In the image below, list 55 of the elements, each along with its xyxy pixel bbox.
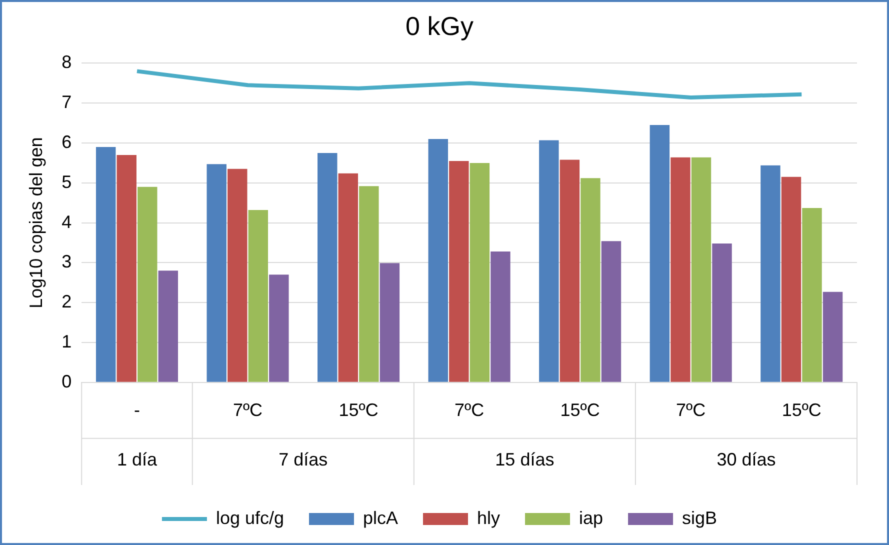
text: 1 día: [116, 449, 158, 470]
bar: [380, 263, 400, 382]
bar: [470, 162, 490, 382]
bar: [359, 186, 379, 382]
bar: [691, 157, 712, 382]
text: 15 días: [495, 449, 554, 470]
bar: [539, 140, 559, 382]
bar: [96, 146, 116, 382]
y-tick-label: 8: [62, 52, 72, 72]
bar: [248, 210, 268, 382]
x-tick-label: -: [134, 400, 140, 420]
y-tick-label: 5: [62, 172, 72, 192]
x-tick-label: 15ºC: [338, 400, 378, 420]
y-tick-label: 4: [62, 212, 72, 232]
bar: [781, 176, 802, 382]
legend-label: plcA: [362, 508, 398, 528]
bar: [449, 160, 469, 382]
y-tick-label: 1: [62, 331, 72, 352]
bar: [338, 173, 358, 382]
bar: [318, 152, 338, 382]
y-tick-label: 7: [62, 92, 72, 112]
bar: [760, 165, 780, 382]
x-tick-label: 15ºC: [782, 400, 822, 420]
bar: [560, 160, 580, 382]
x-tick-label: 7ºC: [454, 400, 484, 420]
y-axis-title: Log10 copias del gen: [26, 137, 46, 308]
bar: [670, 157, 690, 382]
x-tick-label: 7ºC: [232, 400, 263, 420]
bar: [428, 139, 448, 382]
bar: [802, 208, 822, 382]
bar: [116, 154, 136, 382]
bar: [601, 241, 622, 382]
y-tick-label: 2: [62, 292, 72, 312]
bar: [580, 178, 600, 382]
y-tick-label: 0: [62, 371, 72, 392]
x-tick-label: 7ºC: [676, 400, 706, 420]
bar: [206, 164, 226, 382]
bar: [138, 186, 158, 382]
bar: [490, 252, 510, 382]
chart-title: 0 kGy: [406, 10, 474, 41]
y-tick-label: 6: [62, 132, 72, 152]
bar: [158, 270, 178, 382]
legend-label: sigB: [682, 508, 718, 528]
bar: [650, 125, 670, 382]
legend-label: iap: [579, 508, 604, 528]
bar: [712, 244, 732, 382]
bar: [269, 274, 289, 382]
legend-label: log ufc/g: [216, 508, 284, 528]
text: 30 días: [716, 449, 776, 470]
bar: [822, 292, 843, 382]
x-tick-label: 15ºC: [560, 400, 600, 420]
text: 7 días: [278, 449, 328, 470]
legend-label: hly: [477, 508, 500, 528]
y-tick-label: 3: [62, 252, 72, 272]
bar: [228, 168, 248, 382]
